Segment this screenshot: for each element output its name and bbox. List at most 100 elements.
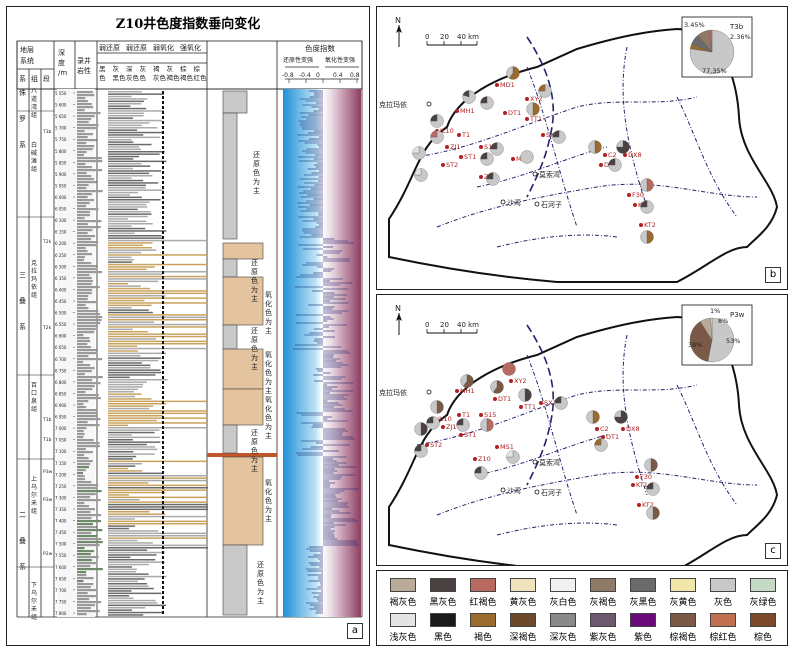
interpretation-label-1-1: 原 bbox=[251, 268, 258, 276]
interpretation-label-2-0: 氧 bbox=[265, 290, 272, 299]
legend-item: 红褐色 bbox=[463, 575, 503, 610]
color-bar bbox=[108, 376, 130, 379]
lithology-bar bbox=[77, 496, 91, 499]
lithology-bar bbox=[77, 364, 91, 367]
color-bar bbox=[108, 112, 145, 115]
interpretation-label-4-3: 为 bbox=[265, 377, 272, 386]
scale-label-2: 40 km bbox=[457, 321, 479, 329]
color-bar bbox=[108, 148, 141, 151]
interpretation-block-2 bbox=[222, 242, 264, 260]
legend-swatch bbox=[430, 577, 456, 592]
well-marker-9 bbox=[459, 433, 463, 437]
legend-item: 褐色 bbox=[463, 610, 503, 645]
legend-label: 深灰色 bbox=[549, 632, 577, 643]
lithology-bar bbox=[77, 430, 84, 433]
color-bar bbox=[108, 285, 141, 287]
town-label-3: 石河子 bbox=[541, 201, 562, 209]
well-pie-1 bbox=[538, 84, 552, 98]
color-bar bbox=[108, 484, 208, 487]
well-pie-4 bbox=[526, 102, 540, 116]
legend-swatch bbox=[710, 612, 736, 627]
interpretation-label-4-1: 化 bbox=[265, 359, 272, 368]
color-bar bbox=[108, 472, 163, 475]
group-label-4-4: 组 bbox=[31, 507, 37, 515]
color-bar bbox=[108, 412, 208, 415]
legend-swatch bbox=[470, 612, 496, 627]
well-pie-0-slice-1 bbox=[460, 374, 468, 387]
depth-label-36: 7 350 bbox=[55, 507, 67, 512]
legend-grid: 褐灰色 黑灰色 红褐色 黄灰色 灰白色 灰褐色 灰黑色 灰黄色 灰色 灰绿色 浅灰色 黑色 褐色 深褐色 深… bbox=[383, 575, 783, 645]
interpretation-label-8-1: 原 bbox=[257, 570, 264, 578]
structural-boundary-3 bbox=[622, 46, 648, 208]
inset-value-1: 2.36% bbox=[730, 33, 751, 41]
well-pie-5-slice-0 bbox=[436, 400, 444, 414]
color-bar bbox=[108, 220, 147, 223]
header-depth: 深 bbox=[58, 48, 65, 57]
inset-label: P3w bbox=[730, 311, 745, 319]
lithology-bar bbox=[77, 469, 86, 472]
well-marker-3 bbox=[503, 111, 507, 115]
lithology-bar bbox=[77, 493, 96, 496]
well-label-13: DX8 bbox=[626, 425, 640, 433]
depth-label-23: 6 700 bbox=[55, 357, 67, 362]
color-bar bbox=[108, 607, 146, 609]
lithology-bar bbox=[77, 436, 84, 439]
interpretation-label-0-3: 为 bbox=[253, 177, 260, 186]
color-bar bbox=[108, 362, 142, 364]
color-bar bbox=[108, 314, 208, 316]
lithology-bar bbox=[77, 568, 103, 571]
group-label-0-2: 湾 bbox=[31, 103, 37, 111]
header-color-col-b-6: 褐色 bbox=[180, 73, 194, 82]
well-marker-4 bbox=[525, 117, 529, 121]
legend-item: 紫灰色 bbox=[583, 610, 623, 645]
group-label-1-2: 滩 bbox=[31, 157, 37, 165]
well-pie-19 bbox=[640, 230, 654, 244]
north-label: N bbox=[395, 304, 401, 313]
group-label-4-0: 上 bbox=[31, 475, 37, 483]
lithology-bar bbox=[77, 247, 86, 250]
depth-label-40: 7 550 bbox=[55, 553, 67, 558]
well-label-16: F30 bbox=[640, 473, 652, 481]
header-oxidation: 氧化性变强 bbox=[325, 56, 355, 64]
lithology-bar bbox=[77, 226, 101, 229]
well-pie-10 bbox=[414, 444, 428, 458]
lithology-bar bbox=[77, 442, 100, 445]
well-marker-13 bbox=[623, 153, 627, 157]
color-bar bbox=[108, 323, 208, 326]
group-label-5-0: 下 bbox=[31, 582, 37, 589]
well-label-6: T1 bbox=[461, 411, 470, 419]
inset-pie-slice-4 bbox=[708, 29, 713, 53]
color-bar bbox=[108, 163, 142, 165]
lithology-bar bbox=[77, 553, 91, 556]
interpretation-label-5-1: 化 bbox=[265, 404, 272, 413]
legend-item: 浅灰色 bbox=[383, 610, 423, 645]
color-bar bbox=[108, 203, 147, 206]
header-color-col-5: 灰 bbox=[167, 64, 174, 73]
lithology-bar bbox=[77, 424, 100, 427]
lithology-bar bbox=[77, 178, 95, 181]
well-marker-8 bbox=[441, 425, 445, 429]
well-pie-3 bbox=[480, 96, 494, 110]
legend-label: 黄灰色 bbox=[509, 597, 537, 608]
axis-tick-label-4: 0.8 bbox=[350, 72, 360, 79]
interpretation-block-1 bbox=[222, 112, 238, 240]
well-pie-12-slice-0 bbox=[594, 140, 602, 154]
color-bar bbox=[108, 381, 147, 383]
legend-label: 棕褐色 bbox=[669, 632, 697, 643]
well-pie-16 bbox=[486, 172, 500, 186]
header-color-group-0: 弱还原 bbox=[99, 44, 120, 52]
well-pie-4-slice-1 bbox=[554, 396, 562, 404]
depth-label-9: 6 000 bbox=[55, 195, 67, 200]
color-bar bbox=[108, 470, 143, 472]
lithology-bar bbox=[77, 169, 103, 172]
color-bar bbox=[108, 280, 159, 283]
color-bar bbox=[108, 297, 208, 299]
system-label-1-0: 三 bbox=[19, 271, 26, 279]
lithology-bar bbox=[77, 316, 103, 319]
well-pie-17-slice-1 bbox=[646, 482, 654, 490]
well-pie-18-slice-0 bbox=[652, 506, 660, 520]
well-label-15: ST2 bbox=[446, 161, 458, 169]
segment-label-6: P3w bbox=[43, 497, 53, 503]
legend-label: 浅灰色 bbox=[389, 632, 417, 643]
well-pie-13 bbox=[616, 140, 630, 154]
